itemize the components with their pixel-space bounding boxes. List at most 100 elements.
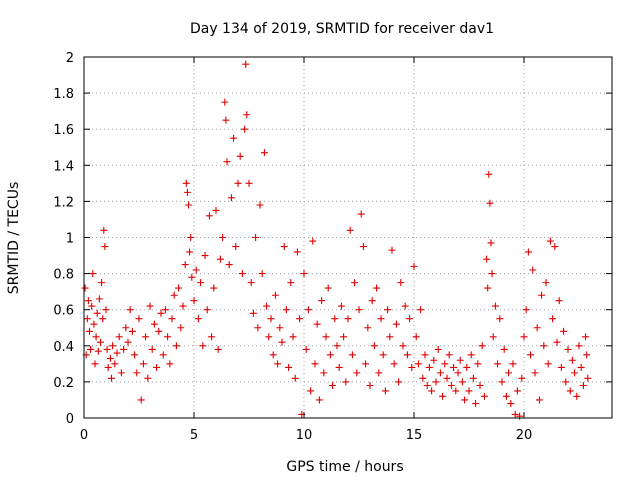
data-point [285, 363, 293, 371]
data-point [258, 270, 266, 278]
data-point [221, 98, 229, 106]
data-point [573, 392, 581, 400]
data-point [315, 396, 323, 404]
data-point [181, 261, 189, 269]
data-point [472, 400, 480, 408]
data-point [540, 342, 548, 350]
data-point [487, 239, 495, 247]
data-point [212, 206, 220, 214]
data-point [157, 309, 165, 317]
data-point [170, 291, 178, 299]
data-point [403, 351, 411, 359]
data-point [579, 382, 587, 390]
data-point [90, 320, 98, 328]
data-point [335, 363, 343, 371]
data-point [126, 306, 134, 314]
data-point [271, 291, 279, 299]
data-point [577, 363, 585, 371]
axis-ticks [83, 56, 612, 419]
data-point [241, 125, 249, 133]
data-point [412, 333, 420, 341]
data-point [227, 194, 235, 202]
data-point [124, 338, 132, 346]
data-point [452, 387, 460, 395]
data-point [370, 342, 378, 350]
data-point [249, 309, 257, 317]
data-point [375, 369, 383, 377]
data-point [232, 243, 240, 251]
data-point [544, 360, 552, 368]
data-point [344, 315, 352, 323]
data-point [133, 369, 141, 377]
y-tick-label: 2 [66, 51, 74, 66]
data-point [205, 212, 213, 220]
data-point [474, 360, 482, 368]
data-point [185, 201, 192, 209]
data-point [583, 351, 591, 359]
data-point [331, 315, 339, 323]
data-point [557, 363, 565, 371]
data-point [203, 306, 211, 314]
data-point [568, 356, 576, 364]
data-point [234, 179, 242, 187]
data-point [461, 396, 469, 404]
y-tick-label: 0.2 [53, 376, 74, 391]
data-point [381, 387, 389, 395]
data-point [340, 333, 348, 341]
data-point [364, 324, 372, 332]
x-tick-label: 10 [296, 428, 313, 443]
data-point [326, 351, 334, 359]
data-point [230, 134, 238, 142]
y-tick-label: 0.8 [53, 268, 74, 283]
data-point [192, 266, 200, 274]
data-point [467, 351, 475, 359]
x-tick-label: 15 [406, 428, 423, 443]
data-point [555, 297, 563, 305]
data-point [529, 266, 537, 274]
data-point [478, 342, 486, 350]
data-point [505, 369, 513, 377]
data-point [177, 324, 185, 332]
data-point [104, 363, 112, 371]
data-point [238, 270, 246, 278]
data-point [531, 369, 539, 377]
data-point [496, 315, 504, 323]
data-point [486, 199, 494, 207]
data-point [103, 345, 111, 353]
data-point [142, 333, 150, 341]
data-point [551, 243, 559, 251]
data-point [225, 261, 233, 269]
data-point [362, 360, 370, 368]
data-point [447, 382, 455, 390]
data-point [223, 158, 231, 166]
data-point [379, 351, 387, 359]
data-point [87, 345, 95, 353]
data-point [566, 387, 574, 395]
data-point [414, 360, 422, 368]
data-point [441, 360, 449, 368]
y-axis-label: SRMTID / TECUs [6, 182, 22, 295]
data-point [366, 382, 374, 390]
data-point [260, 149, 268, 157]
data-point [208, 333, 216, 341]
data-point [564, 345, 572, 353]
data-point [276, 324, 284, 332]
data-point [92, 333, 100, 341]
data-point [236, 152, 244, 160]
data-point [320, 369, 328, 377]
data-point [210, 284, 218, 292]
data-point [384, 306, 392, 314]
data-point [111, 360, 119, 368]
data-point [311, 360, 319, 368]
data-point [456, 356, 464, 364]
data-point [99, 315, 107, 323]
data-point [351, 279, 359, 287]
data-point [533, 324, 541, 332]
data-point [443, 374, 451, 382]
data-point [502, 392, 510, 400]
y-tick-label: 1.8 [53, 87, 74, 102]
data-point [293, 248, 301, 256]
y-tick-label: 1 [66, 232, 74, 247]
data-point [373, 284, 381, 292]
data-point [469, 374, 477, 382]
